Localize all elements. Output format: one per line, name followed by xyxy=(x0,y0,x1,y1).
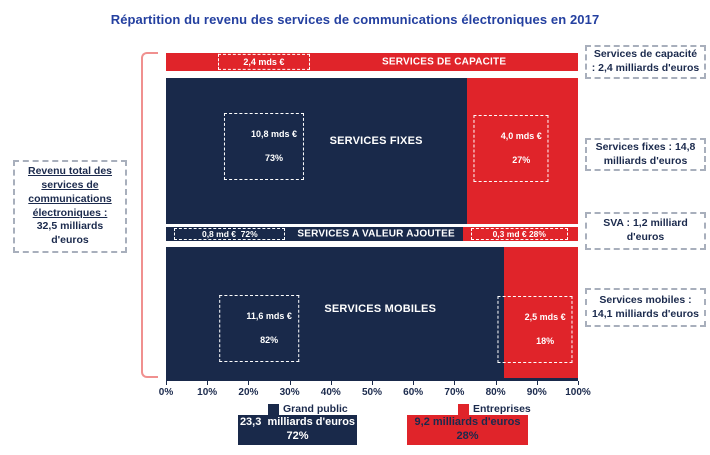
grand-public-segment xyxy=(166,247,504,378)
entreprises-segment xyxy=(166,53,578,71)
grand-public-swatch-icon xyxy=(268,403,279,415)
total-grand-public: 23,3 milliards d'euros 72% xyxy=(238,415,357,445)
x-axis-tick xyxy=(207,381,209,385)
x-axis-tick xyxy=(578,381,579,385)
callout-sva: SVA : 1,2 milliard d'euros xyxy=(585,212,706,250)
x-tick-label: 20% xyxy=(238,387,259,398)
x-axis-tick xyxy=(166,381,167,385)
x-tick-label: 30% xyxy=(279,387,300,398)
bar-label-mobiles: SERVICES MOBILES xyxy=(324,303,437,315)
sva-gp-value-box: 0,8 md € 72% xyxy=(174,228,286,240)
legend-grand-public-label: Grand public xyxy=(283,403,348,415)
x-axis-tick xyxy=(248,381,250,385)
callout-services-capacite: Services de capacité : 2,4 milliards d'e… xyxy=(585,45,706,79)
x-tick-label: 70% xyxy=(444,387,465,398)
entreprises-segment xyxy=(462,227,578,241)
x-tick-label: 40% xyxy=(320,387,341,398)
x-axis-tick xyxy=(454,381,456,385)
x-axis-tick xyxy=(289,381,291,385)
value-box-capacite: 2,4 mds € xyxy=(217,53,310,71)
total-grand-public-pct: 72% xyxy=(286,430,309,442)
callout-services-fixes: Services fixes : 14,8 milliards d'euros xyxy=(585,138,706,171)
total-entreprises: 9,2 milliards d'euros 28% xyxy=(407,415,528,445)
legend-grand-public: Grand public xyxy=(268,403,348,415)
x-axis-line xyxy=(166,378,578,381)
x-tick-label: 0% xyxy=(158,387,174,398)
total-bracket xyxy=(141,52,158,378)
mobiles-ent-value: 2,5 mds € xyxy=(524,312,566,323)
fixes-ent-value: 4,0 mds € xyxy=(500,131,542,142)
mobiles-gp-value: 11,6 mds € xyxy=(246,311,292,322)
fixes-gp-pct: 73% xyxy=(265,153,284,164)
x-tick-label: 90% xyxy=(526,387,547,398)
x-tick-label: 10% xyxy=(197,387,218,398)
mobiles-ent-pct: 18% xyxy=(536,336,555,347)
x-tick-label: 60% xyxy=(403,387,424,398)
fixes-ent-pct: 27% xyxy=(512,155,531,166)
callout-services-mobiles: Services mobiles : 14,1 milliards d'euro… xyxy=(585,288,706,327)
total-grand-public-value: 23,3 milliards d'euros xyxy=(239,416,356,429)
total-entreprises-pct: 28% xyxy=(456,430,479,442)
total-revenue-callout: Revenu total des services de communicati… xyxy=(13,160,127,253)
fixes-gp-value: 10,8 mds € xyxy=(251,129,298,140)
x-axis-tick xyxy=(330,381,332,385)
entreprises-segment xyxy=(466,78,578,224)
total-revenue-label: Revenu total des services de communicati… xyxy=(27,164,113,219)
x-tick-label: 80% xyxy=(485,387,506,398)
mobiles-gp-pct: 82% xyxy=(260,335,279,346)
total-entreprises-value: 9,2 milliards d'euros xyxy=(414,416,521,429)
x-axis-tick xyxy=(413,381,415,385)
grand-public-segment xyxy=(166,78,467,224)
x-tick-label: 100% xyxy=(565,387,591,398)
entreprises-swatch-icon xyxy=(458,403,469,415)
x-axis-tick xyxy=(536,381,538,385)
sva-ent-value-box: 0,3 md € 28% xyxy=(470,228,568,240)
x-axis-tick xyxy=(495,381,497,385)
plot-area: 2,4 mds € SERVICES DE CAPACITE 10,8 mds … xyxy=(159,52,591,407)
bar-label-capacite: SERVICES DE CAPACITE xyxy=(381,56,507,68)
entreprises-segment xyxy=(503,247,578,378)
chart-title: Répartition du revenu des services de co… xyxy=(110,12,600,27)
grand-public-segment xyxy=(166,227,463,241)
bar-services-valeur-ajoutee: 0,8 md € 72% SERVICES A VALEUR AJOUTEE 0… xyxy=(166,227,578,241)
x-axis-tick xyxy=(372,381,373,385)
bar-services-fixes: 10,8 mds € 73% SERVICES FIXES 4,0 mds € … xyxy=(166,78,578,224)
legend-entreprises: Entreprises xyxy=(458,403,531,415)
bar-services-capacite: 2,4 mds € SERVICES DE CAPACITE xyxy=(166,53,578,71)
bar-label-fixes: SERVICES FIXES xyxy=(329,135,423,147)
bar-services-mobiles: 11,6 mds € 82% SERVICES MOBILES 2,5 mds … xyxy=(166,247,578,378)
total-revenue-value: 32,5 milliards d'euros xyxy=(36,220,104,247)
bar-label-sva: SERVICES A VALEUR AJOUTEE xyxy=(297,228,455,240)
x-tick-label: 50% xyxy=(361,387,383,398)
legend-entreprises-label: Entreprises xyxy=(473,403,531,415)
